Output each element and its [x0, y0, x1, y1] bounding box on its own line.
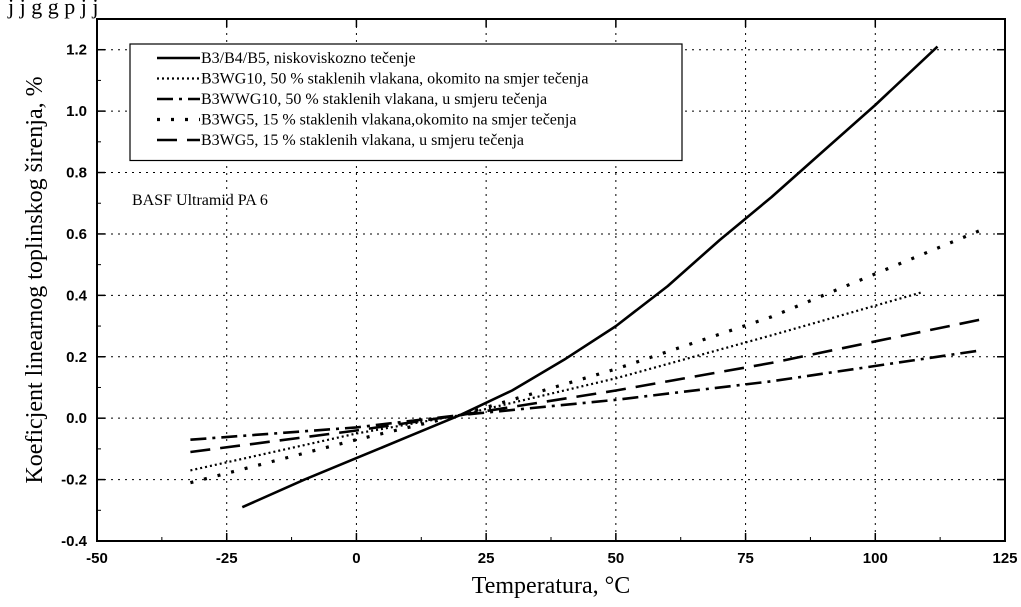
series-line-2 — [190, 291, 923, 472]
legend-label-1: B3/B4/B5, niskoviskozno tečenje — [201, 50, 416, 67]
axis-ticks: -50 -25 0 25 50 75 100 125 -0.4 -0.2 0.0 0.2 0.4 0.6 0… — [61, 18, 1018, 567]
legend-label-5: B3WG5, 15 % staklenih vlakana, u smjeru … — [201, 132, 524, 149]
x-tick-label: 50 — [608, 550, 625, 567]
x-axis-title: Temperatura, °C — [472, 573, 631, 599]
y-tick-label: -0.4 — [61, 533, 88, 550]
annotation-text: BASF Ultramid PA 6 — [132, 192, 268, 209]
y-axis-title: Koeficjent linearnog toplinskog širenja,… — [22, 76, 48, 483]
page-top-text: j j g g p j j — [7, 0, 98, 19]
legend-label-2: B3WG10, 50 % staklenih vlakana, okomito … — [201, 71, 588, 88]
y-tick-label: 0.6 — [66, 226, 87, 243]
x-tick-label: 0 — [352, 550, 360, 567]
series-line-5 — [190, 318, 980, 454]
y-tick-label: -0.2 — [61, 472, 87, 489]
legend: B3/B4/B5, niskoviskozno tečenje B3WG10, 5… — [129, 43, 683, 162]
y-tick-label: 1.0 — [66, 103, 87, 120]
grid — [97, 19, 1005, 541]
y-tick-label: 0.2 — [66, 349, 87, 366]
x-tick-label: -25 — [216, 550, 238, 567]
x-tick-label: 75 — [737, 550, 754, 567]
y-tick-label: 0.8 — [66, 165, 87, 182]
x-tick-label: -50 — [86, 550, 108, 567]
x-tick-label: 125 — [992, 550, 1017, 567]
legend-label-4: B3WG5, 15 % staklenih vlakana,okomito na… — [201, 112, 576, 129]
y-tick-label: 0.0 — [66, 410, 87, 427]
series-line-4 — [189, 229, 980, 485]
series-line-1 — [241, 45, 939, 509]
y-tick-label: 1.2 — [66, 42, 87, 59]
legend-label-3: B3WWG10, 50 % staklenih vlakana, u smjer… — [201, 91, 547, 108]
x-tick-label: 100 — [863, 550, 888, 567]
series-lines — [189, 45, 980, 509]
x-tick-label: 25 — [478, 550, 495, 567]
y-tick-label: 0.4 — [66, 287, 88, 304]
series-line-3 — [190, 349, 980, 441]
legend-box — [129, 43, 683, 162]
